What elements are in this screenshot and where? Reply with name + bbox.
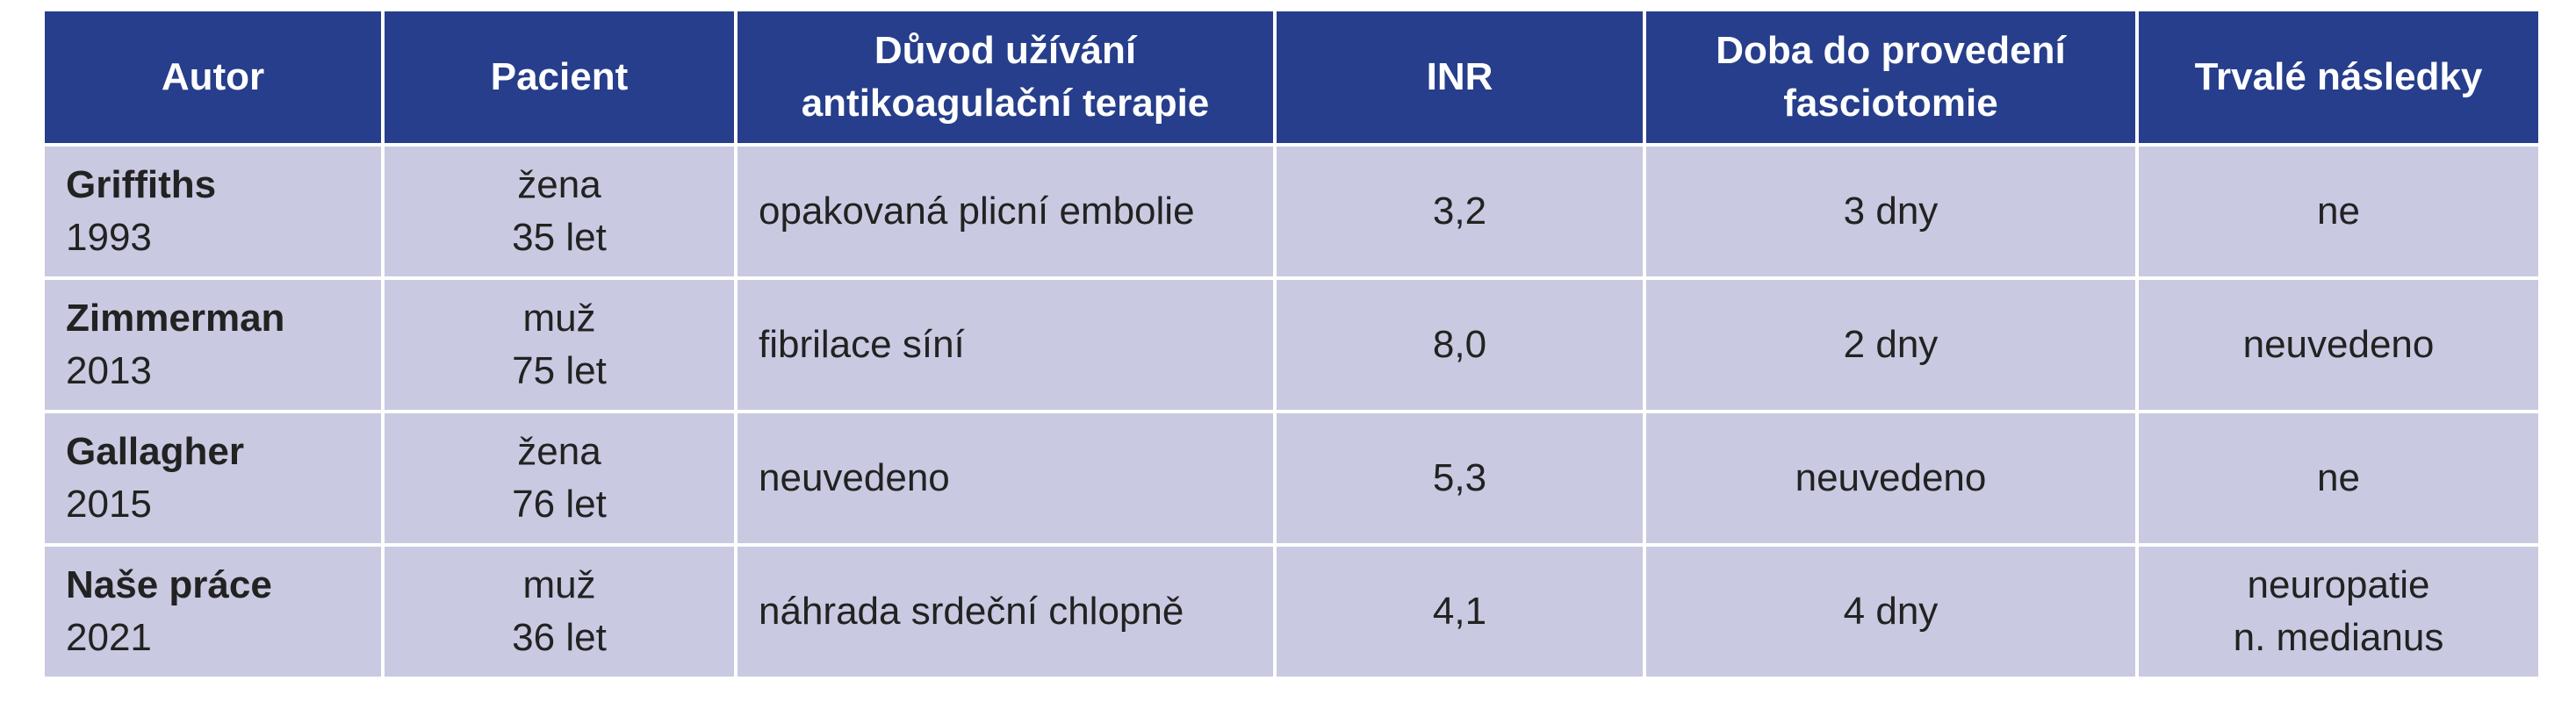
cell-line: 8,0 [1432,323,1487,366]
cell-line: fasciotomie [1783,82,1998,125]
cell-line: Naše práce [66,563,272,606]
table-cell: náhrada srdeční chlopně [734,543,1277,680]
table-cell: muž 36 let [381,543,738,680]
table-cell: 4 dny [1643,543,2139,680]
table-cell: opakovaná plicní embolie [734,143,1277,280]
table-row: Griffiths 1993 žena 35 let opakovaná plicní … [41,143,2542,280]
cell-line: Pacient [490,55,629,98]
cell-line: Trvalé následky [2194,55,2483,98]
table-cell: 3,2 [1273,143,1646,280]
cell-line: opakovaná plicní embolie [759,190,1195,233]
cell-line: antikoagulační terapie [801,82,1210,125]
header-row: Autor Pacient Důvod užívání antikoagulační … [41,8,2542,147]
cell-line: 2015 [66,483,152,526]
data-table: Autor Pacient Důvod užívání antikoagulační … [41,8,2542,680]
table-cell: Gallagher 2015 [41,410,385,547]
cell-line: 5,3 [1432,456,1487,499]
cell-line: muž [522,297,596,340]
header-cell: INR [1273,8,1646,147]
cell-line: 3,2 [1432,190,1487,233]
cell-line: 1993 [66,216,152,259]
cell-line: n. medianus [2233,616,2444,659]
cell-line: 2013 [66,349,152,392]
header-cell: Doba do provedení fasciotomie [1643,8,2139,147]
cell-line: 2 dny [1843,323,1939,366]
cell-line: neuvedeno [1795,456,1987,499]
cell-line: 75 let [512,349,607,392]
table-cell: neuropatie n. medianus [2135,543,2542,680]
header-cell: Trvalé následky [2135,8,2542,147]
cell-line: 4 dny [1843,590,1939,633]
table-cell: Naše práce 2021 [41,543,385,680]
cell-line: neuropatie [2247,563,2430,606]
table-cell: 8,0 [1273,276,1646,413]
cell-line: 3 dny [1843,190,1939,233]
header-cell: Autor [41,8,385,147]
cell-line: 2021 [66,616,152,659]
cell-line: Doba do provedení [1716,29,2066,72]
cell-line: 36 let [512,616,607,659]
header-cell: Pacient [381,8,738,147]
table-cell: neuvedeno [2135,276,2542,413]
table-cell: ne [2135,143,2542,280]
cell-line: neuvedeno [2242,323,2435,366]
table-cell: žena 35 let [381,143,738,280]
cell-line: ne [2317,456,2360,499]
cell-line: muž [522,563,596,606]
cell-line: 4,1 [1432,590,1487,633]
table-cell: Zimmerman 2013 [41,276,385,413]
table-cell: 2 dny [1643,276,2139,413]
cell-line: Autor [161,55,265,98]
cell-line: neuvedeno [759,456,950,499]
cell-line: náhrada srdeční chlopně [759,590,1184,633]
table-cell: 3 dny [1643,143,2139,280]
cell-line: fibrilace síní [759,323,965,366]
table-cell: 4,1 [1273,543,1646,680]
table-cell: Griffiths 1993 [41,143,385,280]
cell-line: ne [2317,190,2360,233]
cell-line: INR [1426,55,1493,98]
cell-line: žena [517,163,601,206]
cell-line: Důvod užívání [874,29,1137,72]
cell-line: Gallagher [66,430,244,473]
table-body: Griffiths 1993 žena 35 let opakovaná plicní … [41,143,2542,680]
cell-line: 76 let [512,483,607,526]
header-cell: Důvod užívání antikoagulační terapie [734,8,1277,147]
cell-line: Griffiths [66,163,217,206]
table-row: Zimmerman 2013 muž 75 let fibrilace síní 8,0 2… [41,276,2542,413]
table-cell: žena 76 let [381,410,738,547]
cell-line: žena [517,430,601,473]
table-cell: 5,3 [1273,410,1646,547]
table-cell: fibrilace síní [734,276,1277,413]
table-cell: ne [2135,410,2542,547]
table-cell: neuvedeno [1643,410,2139,547]
table-row: Naše práce 2021 muž 36 let náhrada srdeční c… [41,543,2542,680]
table-row: Gallagher 2015 žena 76 let neuvedeno 5,3 neuve… [41,410,2542,547]
table-cell: muž 75 let [381,276,738,413]
cell-line: Zimmerman [66,297,285,340]
cell-line: 35 let [512,216,607,259]
table-cell: neuvedeno [734,410,1277,547]
